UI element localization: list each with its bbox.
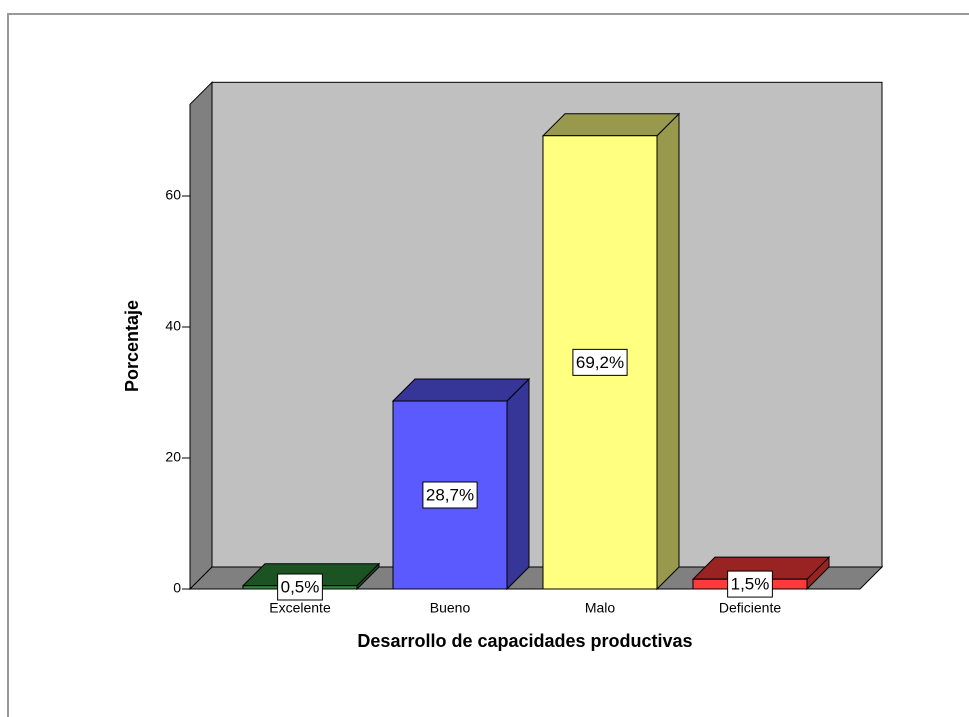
bar-top	[541, 113, 681, 137]
y-axis-label: Porcentaje	[122, 300, 142, 392]
bar-side	[656, 112, 680, 591]
x-tick-label: Excelente	[269, 600, 331, 616]
bar-side	[506, 377, 530, 591]
y-tick-label: 40	[165, 318, 181, 334]
value-label: 69,2%	[576, 353, 624, 372]
x-axis-label: Desarrollo de capacidades productivas	[357, 631, 692, 651]
y-tick-label: 60	[165, 187, 181, 203]
value-label: 0,5%	[281, 577, 320, 596]
x-tick-label: Deficiente	[719, 600, 781, 616]
y-tick-label: 0	[173, 580, 181, 596]
x-tick-label: Bueno	[430, 600, 471, 616]
value-label: 28,7%	[426, 485, 474, 504]
bar-top	[391, 378, 531, 402]
value-label-box	[277, 573, 323, 601]
value-label-box	[422, 481, 478, 509]
y-tick-label: 20	[165, 449, 181, 465]
value-label: 1,5%	[731, 575, 770, 594]
value-label-box	[572, 348, 628, 376]
left-wall	[189, 81, 213, 591]
value-label-box	[727, 570, 773, 598]
x-tick-label: Malo	[585, 600, 616, 616]
